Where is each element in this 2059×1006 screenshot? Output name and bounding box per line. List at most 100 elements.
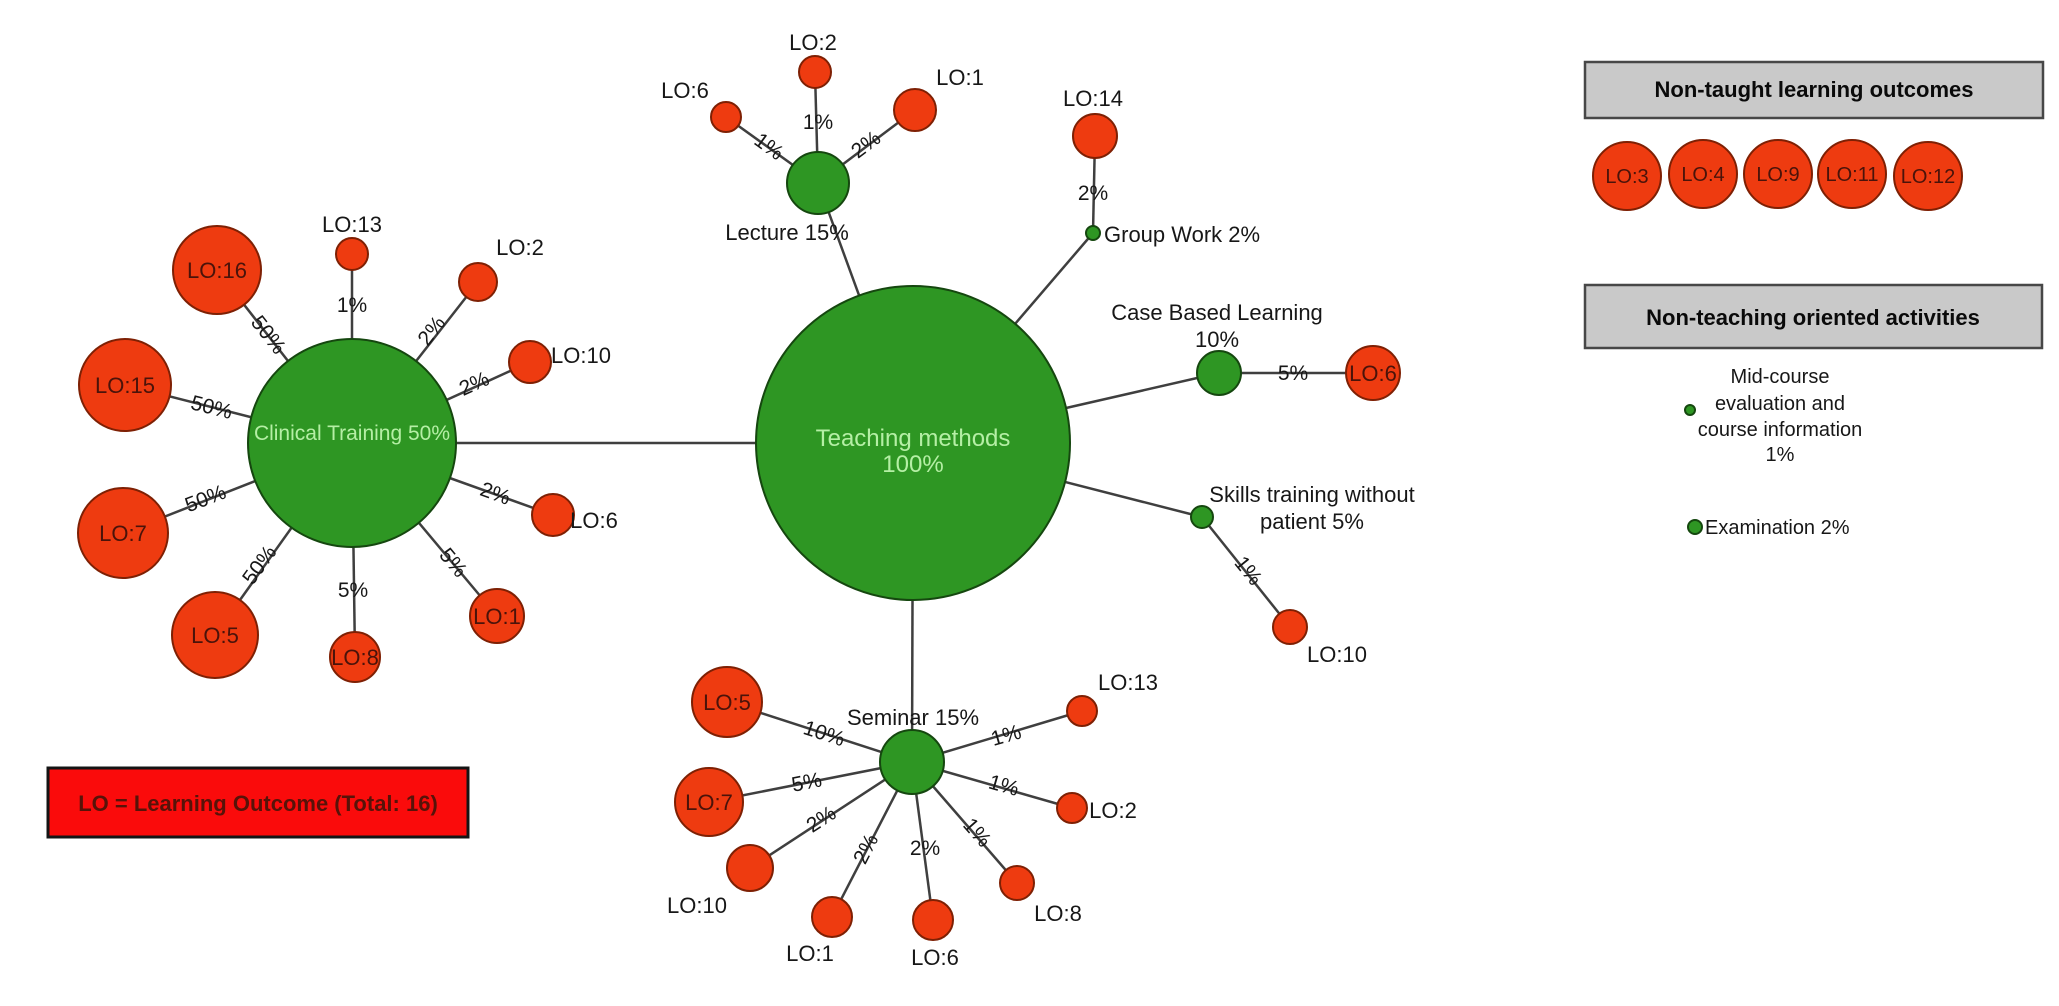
clinical-lo8-label: LO:8 <box>331 645 379 670</box>
seminar-lo6-weight: 2% <box>910 837 940 860</box>
cluster-group-work: Group Work 2% LO:14 2% <box>1063 86 1260 247</box>
casebased-lo6-node <box>1345 345 1401 401</box>
clinical-lo15-node <box>78 338 172 432</box>
seminar-node <box>879 729 945 795</box>
skills-lo10-label: LO:10 <box>1307 642 1367 667</box>
clinical-lo10-weight: 2% <box>456 367 493 400</box>
seminar-lo2-weight: 1% <box>986 771 1022 801</box>
clinical-lo13-node <box>335 237 369 271</box>
edge-skills-lo10 <box>1201 516 1291 628</box>
mid-course-label-line4: 1% <box>1766 444 1795 466</box>
seminar-lo5-label: LO:5 <box>703 690 751 715</box>
clinical-lo16-weight: 50% <box>246 311 290 358</box>
cluster-seminar: Seminar 15% LO:5 10% LO:7 5% LO:10 2% LO… <box>667 666 1158 970</box>
examination-node <box>1687 519 1703 535</box>
clinical-lo8-node <box>329 631 381 683</box>
lecture-lo6-node <box>710 101 742 133</box>
clinical-lo10-node <box>508 340 552 384</box>
case-based-node <box>1196 350 1242 396</box>
non-taught-lo12-label: LO:12 <box>1901 166 1955 188</box>
clinical-lo2-weight: 2% <box>413 312 450 350</box>
casebased-lo6-weight: 5% <box>1278 362 1308 385</box>
non-taught-lo4-label: LO:4 <box>1681 164 1724 186</box>
lecture-lo2-label: LO:2 <box>789 30 837 55</box>
cluster-skills-training: Skills training without patient 5% LO:10… <box>1190 482 1415 667</box>
seminar-lo8-weight: 1% <box>958 814 995 852</box>
legend-box <box>46 766 470 839</box>
casebased-lo6-label: LO:6 <box>1349 361 1397 386</box>
lecture-lo1-label: LO:1 <box>936 65 984 90</box>
group-work-node <box>1085 225 1101 241</box>
seminar-lo1-node <box>811 896 853 938</box>
groupwork-lo14-weight: 2% <box>1078 182 1108 205</box>
clinical-lo15-label: LO:15 <box>95 373 155 398</box>
non-taught-lo9-label: LO:9 <box>1756 164 1799 186</box>
non-taught-lo3-node <box>1592 141 1662 211</box>
lecture-label: Lecture 15% <box>725 220 849 245</box>
seminar-lo10-label: LO:10 <box>667 893 727 918</box>
seminar-lo8-label: LO:8 <box>1034 901 1082 926</box>
seminar-lo6-node <box>912 899 954 941</box>
group-work-label: Group Work 2% <box>1104 222 1260 247</box>
lecture-lo6-label: LO:6 <box>661 78 709 103</box>
legend-label: LO = Learning Outcome (Total: 16) <box>78 791 438 816</box>
panel-non-teaching-activities: Non-teaching oriented activities Mid-cou… <box>1583 283 2044 539</box>
clinical-lo10-label: LO:10 <box>551 343 611 368</box>
clinical-lo8-weight: 5% <box>338 579 368 602</box>
clinical-lo6-label: LO:6 <box>570 508 618 533</box>
lecture-lo2-node <box>798 55 832 89</box>
skills-training-label-line2: patient 5% <box>1260 509 1364 534</box>
clinical-lo7-node <box>77 487 169 579</box>
skills-training-node <box>1190 505 1214 529</box>
non-taught-lo4-node <box>1668 139 1738 209</box>
seminar-lo1-label: LO:1 <box>786 941 834 966</box>
seminar-lo7-node <box>674 767 744 837</box>
lecture-lo6-weight: 1% <box>750 129 788 165</box>
lecture-lo1-node <box>893 88 937 132</box>
cluster-clinical-training: Clinical Training 50% LO:16 50% LO:13 1%… <box>77 212 618 683</box>
mid-course-label-line2: evaluation and <box>1715 393 1845 415</box>
seminar-lo1-weight: 2% <box>849 830 883 867</box>
seminar-lo10-node <box>726 844 774 892</box>
clinical-lo5-label: LO:5 <box>191 623 239 648</box>
teaching-methods-label: Teaching methods <box>816 425 1011 452</box>
lecture-node <box>786 151 850 215</box>
clinical-lo6-weight: 2% <box>477 478 513 510</box>
groupwork-lo14-label: LO:14 <box>1063 86 1123 111</box>
clinical-lo6-node <box>531 493 575 537</box>
non-taught-lo11-node <box>1817 139 1887 209</box>
clinical-lo2-label: LO:2 <box>496 235 544 260</box>
clinical-lo7-weight: 50% <box>182 481 229 518</box>
seminar-lo2-label: LO:2 <box>1089 798 1137 823</box>
skills-lo10-node <box>1272 609 1308 645</box>
seminar-lo5-weight: 10% <box>800 716 847 751</box>
seminar-label: Seminar 15% <box>847 705 979 730</box>
skills-training-label-line1: Skills training without <box>1209 482 1414 507</box>
non-taught-title: Non-taught learning outcomes <box>1655 77 1974 102</box>
clinical-lo15-weight: 50% <box>188 391 234 423</box>
panel-non-taught-outcomes: Non-taught learning outcomes LO:3 LO:4 L… <box>1583 60 2045 211</box>
seminar-lo7-weight: 5% <box>790 768 824 796</box>
seminar-lo6-label: LO:6 <box>911 945 959 970</box>
clinical-lo1-label: LO:1 <box>473 604 521 629</box>
teaching-methods-pct: 100% <box>882 451 943 478</box>
seminar-lo7-label: LO:7 <box>685 790 733 815</box>
teaching-methods-node <box>755 285 1071 601</box>
clinical-lo7-label: LO:7 <box>99 521 147 546</box>
clinical-lo2-node <box>458 262 498 302</box>
case-based-label-line1: Case Based Learning <box>1111 300 1323 325</box>
mid-course-label-line1: Mid-course <box>1731 366 1830 388</box>
clinical-lo16-node <box>172 225 262 315</box>
clinical-lo13-label: LO:13 <box>322 212 382 237</box>
clinical-lo5-node <box>171 591 259 679</box>
mid-course-node <box>1684 404 1696 416</box>
seminar-lo2-node <box>1056 792 1088 824</box>
non-teaching-header-box <box>1583 283 2044 350</box>
lecture-lo2-weight: 1% <box>803 111 833 134</box>
non-taught-header-box <box>1583 60 2045 120</box>
seminar-lo10-weight: 2% <box>802 802 840 838</box>
non-taught-lo11-label: LO:11 <box>1826 164 1879 186</box>
non-taught-lo3-label: LO:3 <box>1605 166 1648 188</box>
